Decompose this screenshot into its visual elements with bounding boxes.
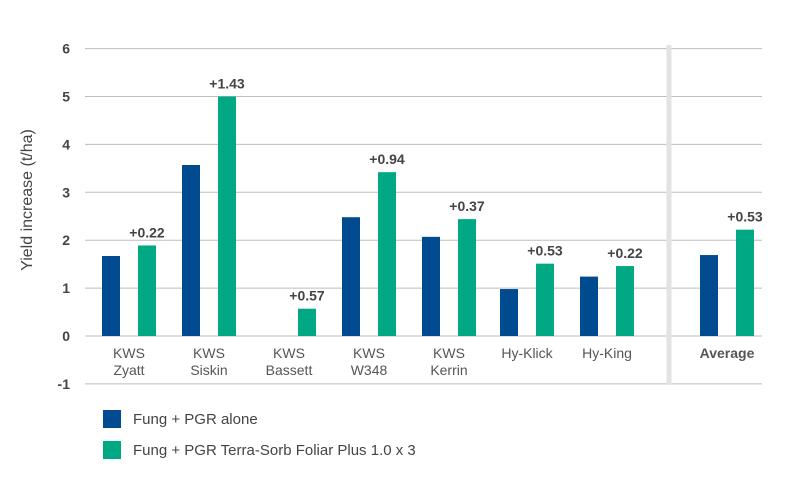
legend-swatch-blue xyxy=(103,410,121,428)
data-label: +0.22 xyxy=(607,245,643,261)
x-tick-label: KWS xyxy=(113,345,145,361)
legend-item-terra-sorb: Fung + PGR Terra-Sorb Foliar Plus 1.0 x … xyxy=(103,441,416,459)
x-tick-label: KWS xyxy=(433,345,465,361)
bar-fung-pgr xyxy=(580,276,598,336)
data-label: +0.53 xyxy=(727,209,763,225)
data-label: +1.43 xyxy=(209,76,245,92)
bar-terra-sorb xyxy=(218,96,236,336)
bar-terra-sorb xyxy=(736,229,754,336)
x-tick-label: Bassett xyxy=(266,362,313,378)
y-tick-label: 5 xyxy=(62,89,70,105)
y-tick-label: 2 xyxy=(62,232,70,248)
y-tick-label: 3 xyxy=(62,184,70,200)
bar-fung-pgr xyxy=(102,256,120,336)
bar-fung-pgr xyxy=(182,164,200,336)
legend-label: Fung + PGR Terra-Sorb Foliar Plus 1.0 x … xyxy=(133,441,416,459)
x-tick-label: KWS xyxy=(193,345,225,361)
bar-terra-sorb xyxy=(298,308,316,336)
x-tick-label: Siskin xyxy=(190,362,227,378)
x-tick-label: Zyatt xyxy=(113,362,144,378)
bar-fung-pgr xyxy=(342,217,360,336)
bar-terra-sorb xyxy=(378,172,396,336)
data-label: +0.57 xyxy=(289,288,325,304)
x-tick-label: Average xyxy=(700,345,755,361)
legend-item-fung-pgr: Fung + PGR alone xyxy=(103,410,258,428)
bar-terra-sorb xyxy=(536,263,554,336)
y-tick-label: -1 xyxy=(58,376,71,392)
y-tick-label: 6 xyxy=(62,41,70,57)
data-label: +0.37 xyxy=(449,198,485,214)
data-label: +0.22 xyxy=(129,224,165,240)
x-tick-label: Kerrin xyxy=(430,362,467,378)
bar-fung-pgr xyxy=(700,255,718,336)
x-tick-label: KWS xyxy=(273,345,305,361)
legend-label: Fung + PGR alone xyxy=(133,410,258,428)
y-tick-label: 0 xyxy=(62,328,70,344)
x-tick-label: W348 xyxy=(351,362,388,378)
y-tick-label: 4 xyxy=(62,136,70,152)
data-label: +0.53 xyxy=(527,243,563,259)
bar-fung-pgr xyxy=(422,236,440,336)
y-axis-label: Yield increase (t/ha) xyxy=(19,129,36,271)
bar-terra-sorb xyxy=(138,245,156,336)
bar-terra-sorb xyxy=(616,266,634,336)
legend-swatch-green xyxy=(103,441,121,459)
bar-terra-sorb xyxy=(458,219,476,336)
x-tick-label: Hy-King xyxy=(582,345,632,361)
data-label: +0.94 xyxy=(369,151,405,167)
y-tick-label: 1 xyxy=(62,280,70,296)
x-tick-label: Hy-Klick xyxy=(501,345,553,361)
bar-fung-pgr xyxy=(500,289,518,336)
x-tick-label: KWS xyxy=(353,345,385,361)
